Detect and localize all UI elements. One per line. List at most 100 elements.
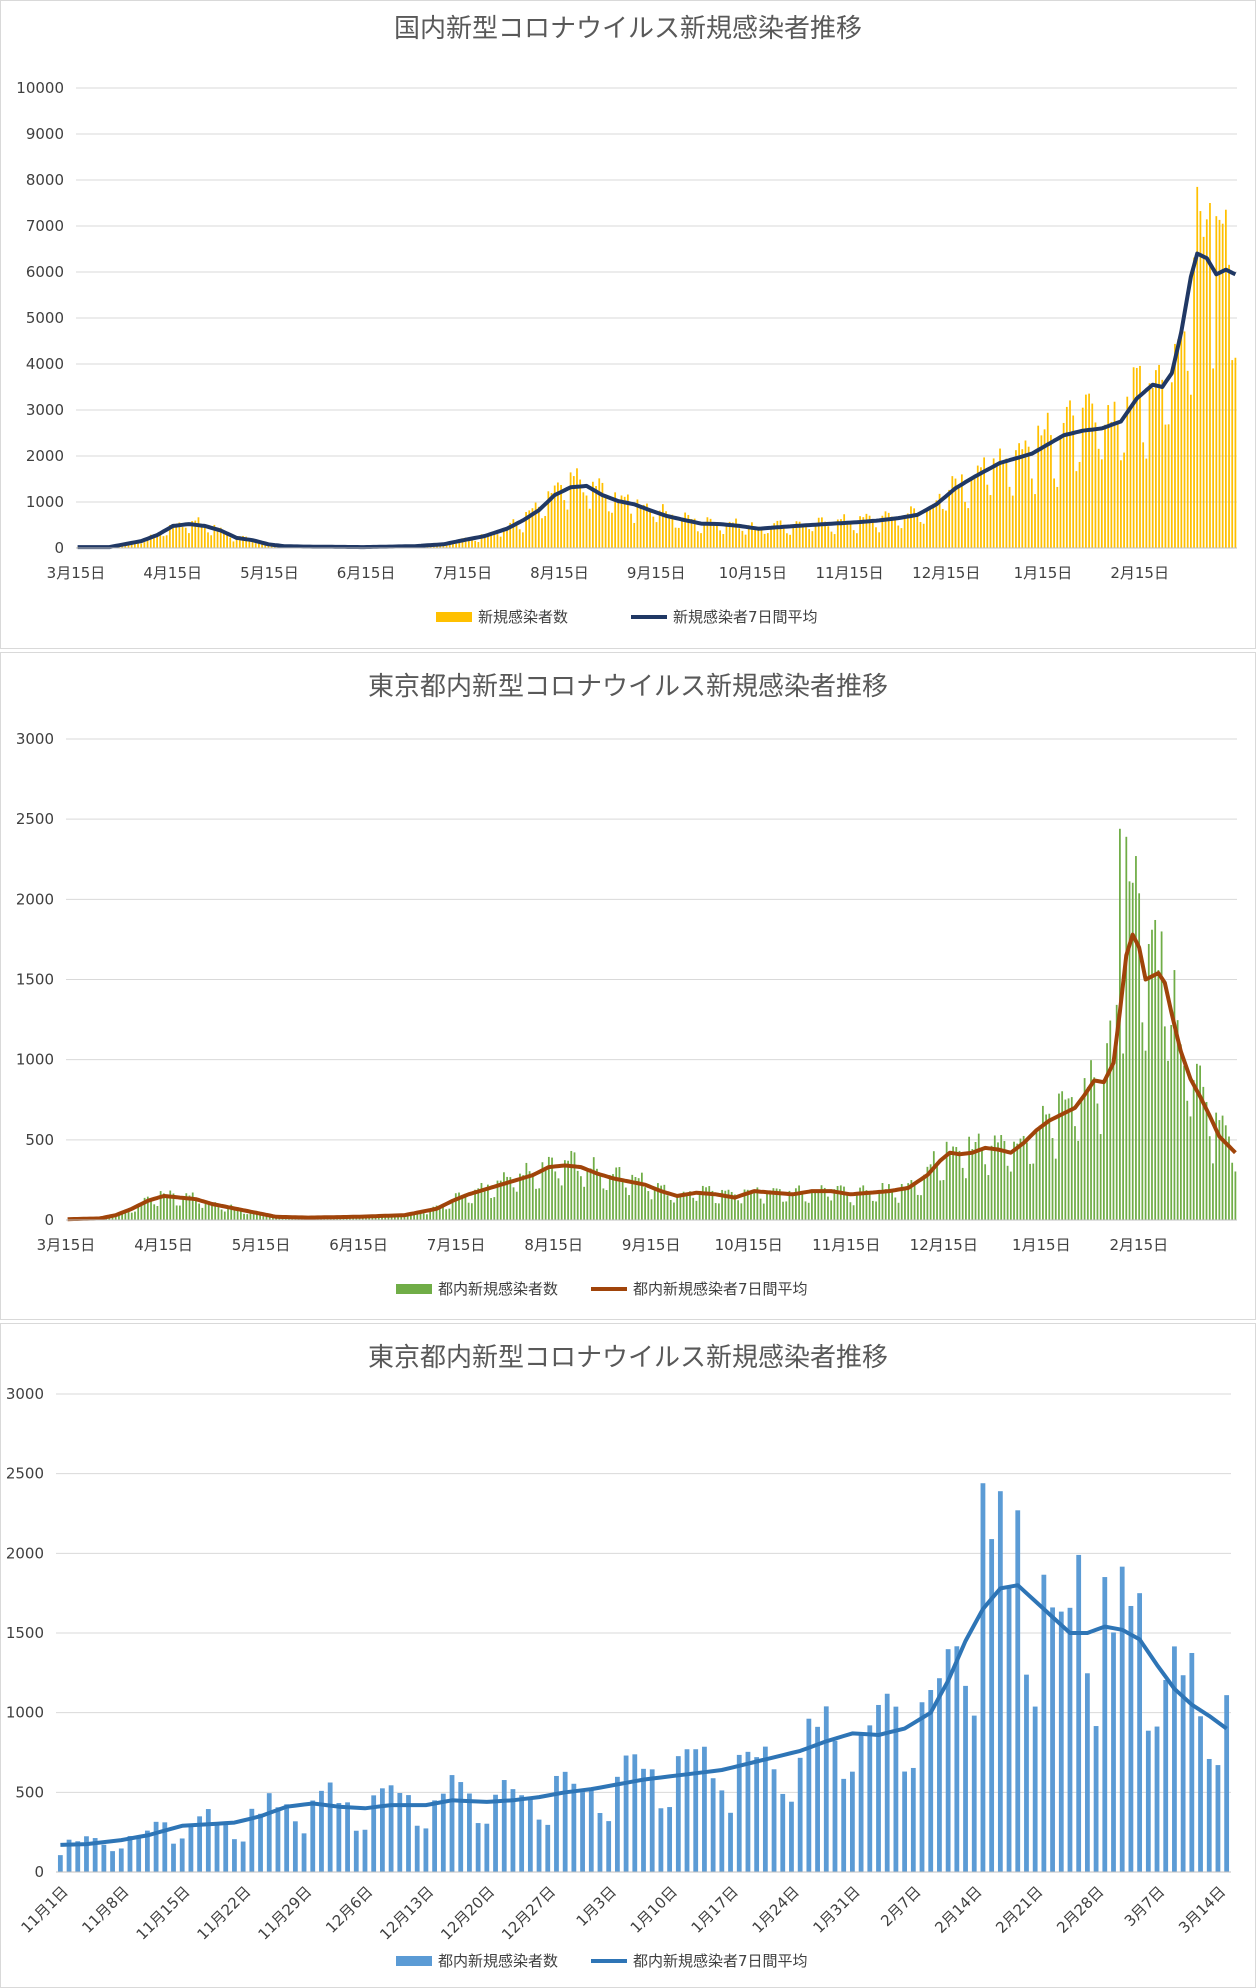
bar [141, 1204, 143, 1220]
bar [641, 1769, 646, 1872]
bar [535, 503, 537, 548]
bar [1111, 1632, 1116, 1872]
bar [894, 519, 896, 548]
bar [1000, 1135, 1002, 1220]
x-tick-label: 5月15日 [232, 1236, 291, 1254]
legend-bar-label: 新規感染者数 [478, 608, 568, 626]
y-tick-label: 1000 [16, 1051, 54, 1069]
bar [1151, 930, 1153, 1220]
bar [525, 1163, 527, 1220]
bar [735, 519, 737, 548]
bar [564, 1160, 566, 1220]
bar [1145, 459, 1147, 548]
bar [667, 1195, 669, 1220]
bar [1056, 487, 1058, 548]
bar [632, 1754, 637, 1872]
bar [972, 1716, 977, 1872]
bar [693, 1749, 698, 1872]
y-tick-label: 1000 [6, 1704, 44, 1722]
x-tick-label: 11月15日 [815, 564, 883, 582]
bar [668, 516, 670, 548]
bar [182, 527, 184, 548]
bar [622, 1180, 624, 1220]
bar [910, 506, 912, 548]
bar [980, 467, 982, 548]
bar [867, 1725, 872, 1872]
bar [1149, 383, 1151, 548]
bar [1135, 856, 1137, 1220]
bar [1085, 1673, 1090, 1872]
bar-series [67, 829, 1237, 1220]
bar [1016, 1144, 1018, 1220]
legend-bar-swatch [436, 612, 472, 622]
bar [761, 529, 763, 548]
bar [1216, 1765, 1221, 1872]
bar [541, 518, 543, 548]
bar [1104, 425, 1106, 548]
bar [786, 533, 788, 548]
bar [894, 1197, 896, 1220]
bar [1064, 1100, 1066, 1220]
bar [1024, 1675, 1029, 1872]
bar [1155, 1727, 1160, 1872]
bar [586, 496, 588, 548]
bar [630, 514, 632, 548]
bar [455, 544, 457, 548]
bar [776, 521, 778, 548]
bar [939, 1180, 941, 1220]
bar [328, 1783, 333, 1872]
bar [713, 524, 715, 548]
bar [1110, 422, 1112, 548]
bar [1033, 1707, 1038, 1872]
bar [423, 1213, 425, 1220]
bar [833, 1741, 838, 1872]
bar [684, 513, 686, 548]
bar [1084, 1078, 1086, 1220]
bar [989, 1539, 994, 1872]
bar [580, 1176, 582, 1220]
bar [628, 1195, 630, 1220]
x-tick-label: 4月15日 [143, 564, 202, 582]
bar [967, 508, 969, 548]
y-tick-label: 1500 [16, 971, 54, 989]
bar [696, 1201, 698, 1220]
y-tick-label: 0 [44, 1211, 54, 1229]
x-tick-label: 7月15日 [427, 1236, 486, 1254]
bar [1235, 358, 1237, 548]
bar [258, 1814, 263, 1872]
bar [182, 1198, 184, 1220]
x-tick-label: 8月15日 [530, 564, 589, 582]
bar [577, 1171, 579, 1220]
bar [426, 1214, 428, 1220]
y-tick-label: 8000 [26, 171, 64, 189]
bar [1198, 1716, 1203, 1872]
bar [1190, 1116, 1192, 1220]
bar [993, 458, 995, 548]
bar [766, 1191, 768, 1220]
bar [676, 1194, 678, 1220]
bar [1212, 1163, 1214, 1220]
bar [188, 533, 190, 548]
x-tick-label: 2月15日 [1110, 1236, 1169, 1254]
bar [650, 1769, 655, 1872]
bar [545, 1825, 550, 1872]
bar [609, 1175, 611, 1220]
bar [1100, 1134, 1102, 1220]
bar [943, 1180, 945, 1220]
bar [276, 1807, 281, 1872]
bar [1002, 461, 1004, 548]
bar [798, 1185, 800, 1220]
bar [1180, 1044, 1182, 1220]
bar [1222, 1116, 1224, 1220]
bar [920, 1702, 925, 1872]
bar [885, 1694, 890, 1872]
bar [1180, 330, 1182, 548]
bar [445, 1209, 447, 1220]
bar [1184, 331, 1186, 548]
bar [1048, 1114, 1050, 1220]
bar [493, 533, 495, 548]
bar [1235, 1171, 1237, 1220]
bar [490, 1198, 492, 1220]
bar [697, 531, 699, 548]
